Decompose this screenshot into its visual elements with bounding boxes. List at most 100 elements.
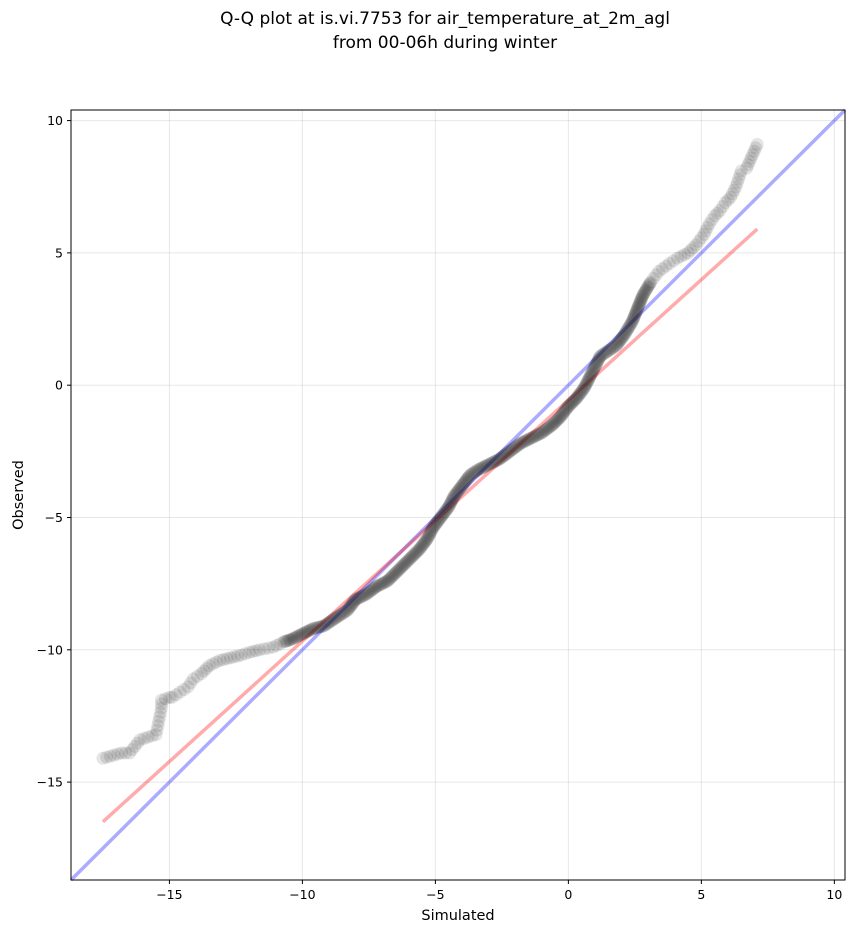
data-point xyxy=(423,526,437,540)
data-point xyxy=(420,532,434,546)
data-point xyxy=(585,366,599,380)
data-point xyxy=(589,358,603,372)
data-point xyxy=(231,649,245,663)
data-point xyxy=(447,489,461,503)
data-point xyxy=(279,634,293,648)
data-point xyxy=(289,630,303,644)
data-point xyxy=(702,217,716,231)
data-point xyxy=(511,438,525,452)
data-point xyxy=(419,534,433,548)
data-point xyxy=(360,586,374,600)
data-point xyxy=(538,423,552,437)
data-point xyxy=(549,414,563,428)
data-point xyxy=(107,748,121,762)
data-point xyxy=(627,309,641,323)
data-point xyxy=(640,282,654,296)
data-point xyxy=(151,719,165,733)
data-point xyxy=(612,335,626,349)
data-point xyxy=(432,513,446,527)
data-point xyxy=(213,653,227,667)
data-point xyxy=(257,642,271,656)
data-point xyxy=(632,299,646,313)
data-point xyxy=(283,633,297,647)
data-point xyxy=(461,471,475,485)
data-point xyxy=(615,330,629,344)
data-point xyxy=(194,667,208,681)
data-point xyxy=(692,234,706,248)
data-point xyxy=(409,545,423,559)
data-point xyxy=(413,541,427,555)
data-point xyxy=(587,362,601,376)
data-point xyxy=(555,408,569,422)
data-point xyxy=(713,204,727,218)
data-point xyxy=(517,434,531,448)
data-point xyxy=(362,585,376,599)
data-point xyxy=(158,692,172,706)
data-point xyxy=(604,342,618,356)
data-point xyxy=(588,360,602,374)
data-point xyxy=(266,640,280,654)
data-point xyxy=(689,238,703,252)
data-point xyxy=(415,539,429,553)
data-point xyxy=(482,458,496,472)
y-tick-label: 0 xyxy=(55,378,63,393)
data-point xyxy=(725,187,739,201)
data-point xyxy=(635,290,649,304)
data-point xyxy=(395,559,409,573)
data-point xyxy=(436,507,450,521)
data-point xyxy=(333,608,347,622)
data-point xyxy=(560,401,574,415)
y-tick-label: −15 xyxy=(37,775,63,790)
data-point xyxy=(734,164,748,178)
data-point xyxy=(633,295,647,309)
data-point xyxy=(342,602,356,616)
data-point xyxy=(100,750,114,764)
data-point xyxy=(412,542,426,556)
data-point xyxy=(435,509,449,523)
data-point xyxy=(375,577,389,591)
data-point xyxy=(545,418,559,432)
data-point xyxy=(421,530,435,544)
data-point xyxy=(563,397,577,411)
data-point xyxy=(479,459,493,473)
data-point xyxy=(497,449,511,463)
data-point xyxy=(227,650,241,664)
data-point xyxy=(587,361,601,375)
data-point xyxy=(591,354,605,368)
data-point xyxy=(580,376,594,390)
data-point xyxy=(551,412,565,426)
y-tick-label: 10 xyxy=(47,113,63,128)
data-point xyxy=(385,570,399,584)
data-point xyxy=(308,621,322,635)
data-point xyxy=(607,340,621,354)
data-point xyxy=(535,426,549,440)
data-point xyxy=(202,659,216,673)
data-point xyxy=(125,743,139,757)
data-point xyxy=(541,421,555,435)
data-point xyxy=(589,357,603,371)
data-point xyxy=(524,431,538,445)
data-point xyxy=(350,592,364,606)
data-point xyxy=(443,497,457,511)
data-point xyxy=(368,581,382,595)
data-point xyxy=(565,395,579,409)
data-point xyxy=(637,286,651,300)
data-point xyxy=(626,312,640,326)
data-point xyxy=(374,577,388,591)
data-point xyxy=(579,377,593,391)
data-point xyxy=(442,499,456,513)
data-point xyxy=(600,345,614,359)
data-point xyxy=(584,368,598,382)
data-point xyxy=(439,503,453,517)
data-point xyxy=(287,631,301,645)
data-point xyxy=(595,348,609,362)
data-point xyxy=(590,356,604,370)
data-point xyxy=(567,393,581,407)
data-point xyxy=(354,590,368,604)
data-point xyxy=(582,372,596,386)
data-point xyxy=(727,183,741,197)
data-point xyxy=(531,428,545,442)
data-point xyxy=(641,280,655,294)
data-point xyxy=(464,467,478,481)
data-point xyxy=(338,605,352,619)
